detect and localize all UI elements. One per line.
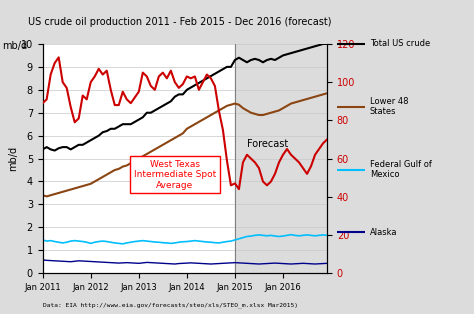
Text: Data: EIA http://www.eia.gov/forecasts/steo/xls/STEO_m.xlsx Mar2015): Data: EIA http://www.eia.gov/forecasts/s… <box>43 302 298 308</box>
Text: Forecast: Forecast <box>247 139 288 149</box>
Text: Federal Gulf of
Mexico: Federal Gulf of Mexico <box>370 160 432 179</box>
Bar <box>235 44 327 273</box>
Y-axis label: mb/d: mb/d <box>8 146 18 171</box>
Text: Alaska: Alaska <box>370 228 397 237</box>
Text: US crude oil production 2011 - Feb 2015 - Dec 2016 (forecast): US crude oil production 2011 - Feb 2015 … <box>28 17 332 27</box>
Text: mb/d: mb/d <box>2 41 27 51</box>
Text: Total US crude: Total US crude <box>370 40 430 48</box>
Text: Lower 48
States: Lower 48 States <box>370 97 408 116</box>
Text: West Texas
Intermediate Spot
Average: West Texas Intermediate Spot Average <box>134 160 216 190</box>
